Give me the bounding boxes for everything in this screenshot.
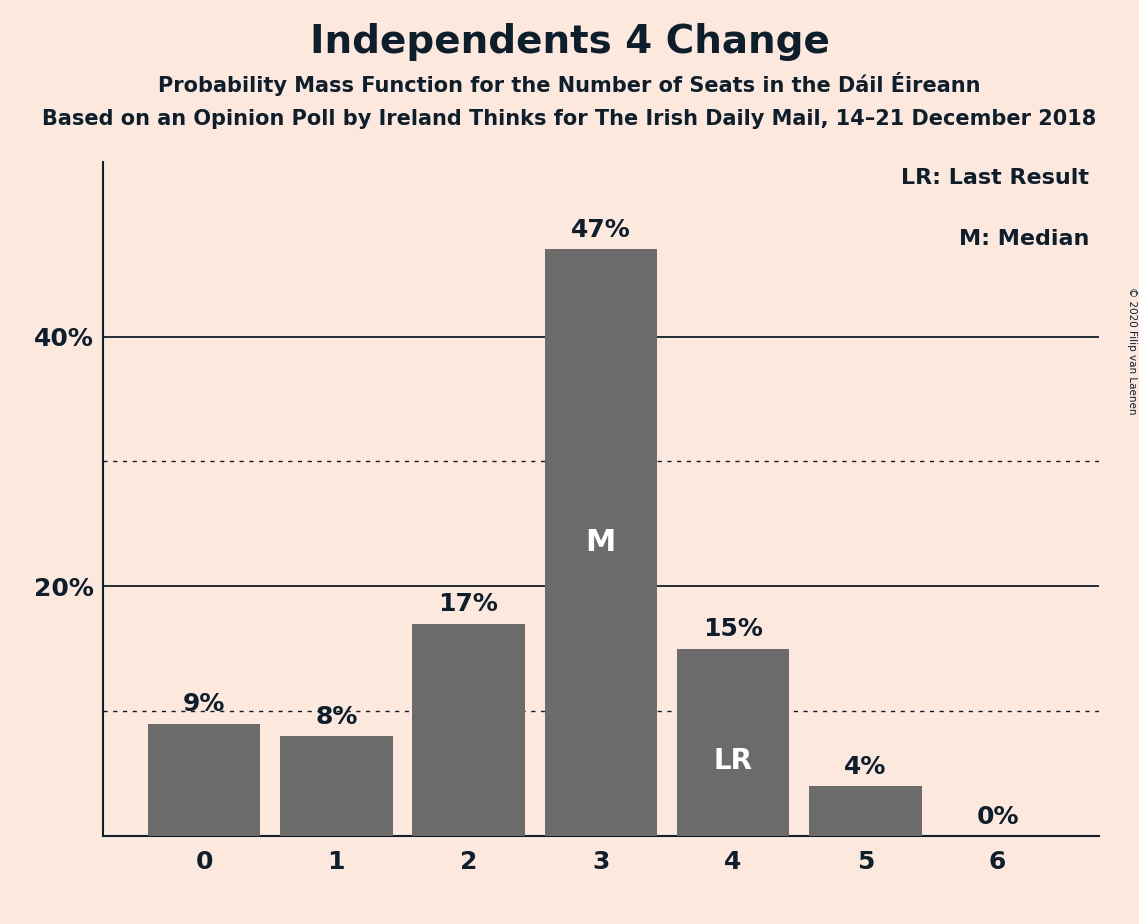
- Bar: [809, 786, 921, 836]
- Text: 9%: 9%: [183, 692, 226, 716]
- Text: 47%: 47%: [571, 218, 631, 242]
- Bar: [412, 624, 525, 836]
- Text: © 2020 Filip van Laenen: © 2020 Filip van Laenen: [1126, 287, 1137, 415]
- Text: 8%: 8%: [316, 705, 358, 729]
- Bar: [148, 723, 260, 836]
- Text: Independents 4 Change: Independents 4 Change: [310, 23, 829, 61]
- Text: LR: Last Result: LR: Last Result: [901, 168, 1089, 188]
- Bar: [280, 736, 393, 836]
- Text: M: M: [585, 529, 616, 557]
- Bar: [677, 649, 789, 836]
- Text: 4%: 4%: [844, 755, 886, 779]
- Text: 15%: 15%: [703, 617, 763, 641]
- Text: M: Median: M: Median: [959, 229, 1089, 249]
- Text: Probability Mass Function for the Number of Seats in the Dáil Éireann: Probability Mass Function for the Number…: [158, 72, 981, 96]
- Text: 17%: 17%: [439, 592, 499, 616]
- Text: Based on an Opinion Poll by Ireland Thinks for The Irish Daily Mail, 14–21 Decem: Based on an Opinion Poll by Ireland Thin…: [42, 109, 1097, 129]
- Text: LR: LR: [714, 748, 753, 775]
- Text: 0%: 0%: [976, 805, 1019, 829]
- Bar: [544, 249, 657, 836]
